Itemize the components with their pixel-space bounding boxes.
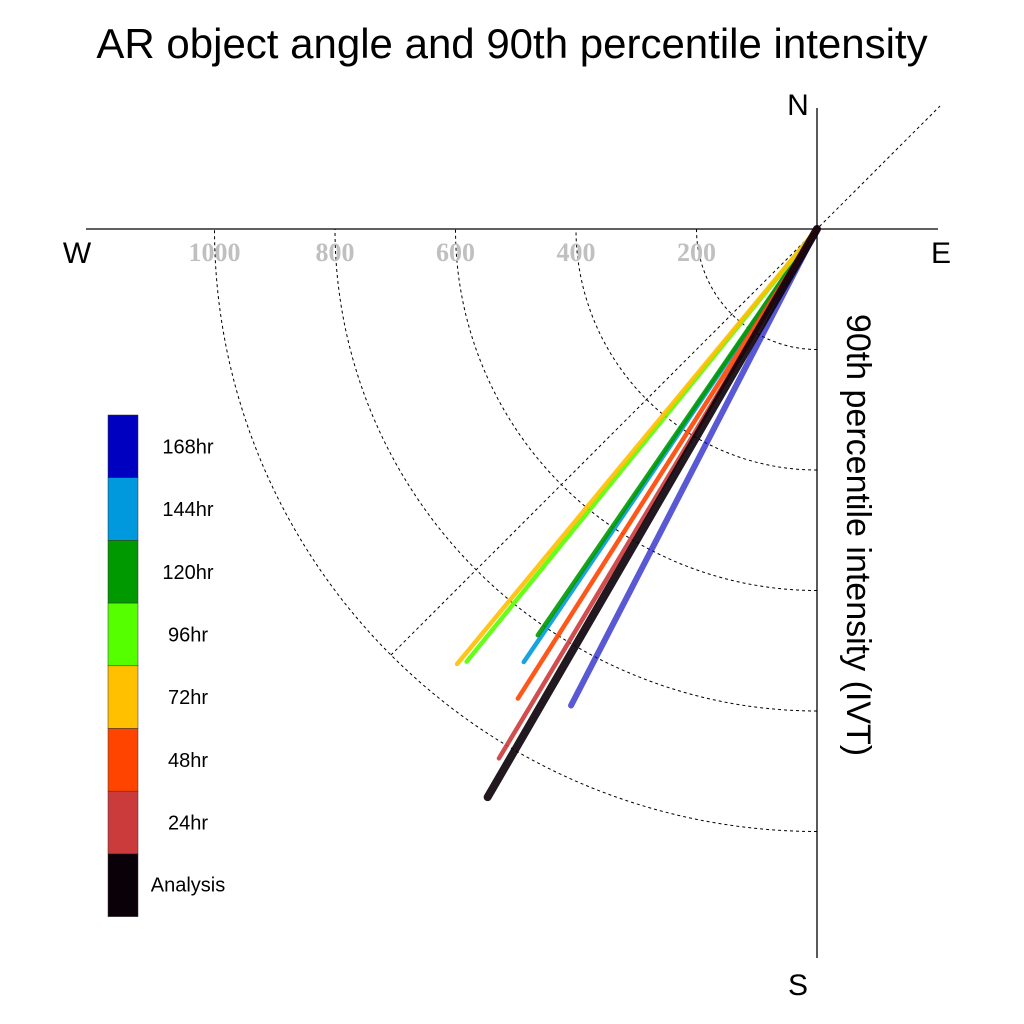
legend-swatch-48hr xyxy=(107,728,139,792)
legend-swatch-168hr xyxy=(107,414,139,478)
legend-swatch-24hr xyxy=(107,790,139,855)
series-vector-analysis xyxy=(483,225,821,802)
compass-east: E xyxy=(931,237,951,270)
legend-swatch-96hr xyxy=(107,602,139,667)
legend-label-72hr: 72hr xyxy=(168,687,208,709)
legend-swatch-72hr xyxy=(107,665,139,729)
grid-arc-1000 xyxy=(214,228,818,832)
compass-north: N xyxy=(787,89,809,122)
legend-label-analysis: Analysis xyxy=(151,874,225,896)
radial-tick-label: 400 xyxy=(557,238,596,267)
legend-label-120hr: 120hr xyxy=(162,562,213,584)
chart-title: AR object angle and 90th percentile inte… xyxy=(96,20,927,67)
legend-label-168hr: 168hr xyxy=(162,436,213,458)
legend-swatch-analysis xyxy=(107,853,139,917)
y-axis-label: 90th percentile intensity (IVT) xyxy=(839,314,877,756)
compass-south: S xyxy=(788,969,808,1002)
legend-label-144hr: 144hr xyxy=(162,499,213,521)
grid-arc-400 xyxy=(575,228,818,471)
radial-tick-label: 200 xyxy=(677,238,716,267)
series-vector-120hr xyxy=(535,226,820,638)
series-vectors xyxy=(454,225,821,802)
radial-tick-label: 600 xyxy=(436,238,475,267)
radial-tick-labels: 1000 800 600 400 200 xyxy=(189,238,717,267)
radial-tick-label: 800 xyxy=(316,238,355,267)
legend-label-48hr: 48hr xyxy=(168,750,208,772)
series-vector-168hr xyxy=(568,226,820,709)
legend-label-24hr: 24hr xyxy=(168,813,208,835)
series-vector-72hr xyxy=(454,226,820,667)
legend-label-96hr: 96hr xyxy=(168,624,208,646)
legend-swatch-144hr xyxy=(107,477,139,541)
legend: 168hr 144hr 120hr 96hr 72hr 48hr 24hr Analysis xyxy=(107,414,225,917)
radial-tick-label: 1000 xyxy=(189,238,241,267)
compass-west: W xyxy=(63,237,92,270)
polar-grid xyxy=(214,105,941,832)
legend-swatch-120hr xyxy=(107,540,139,604)
grid-arc-200 xyxy=(696,228,818,350)
